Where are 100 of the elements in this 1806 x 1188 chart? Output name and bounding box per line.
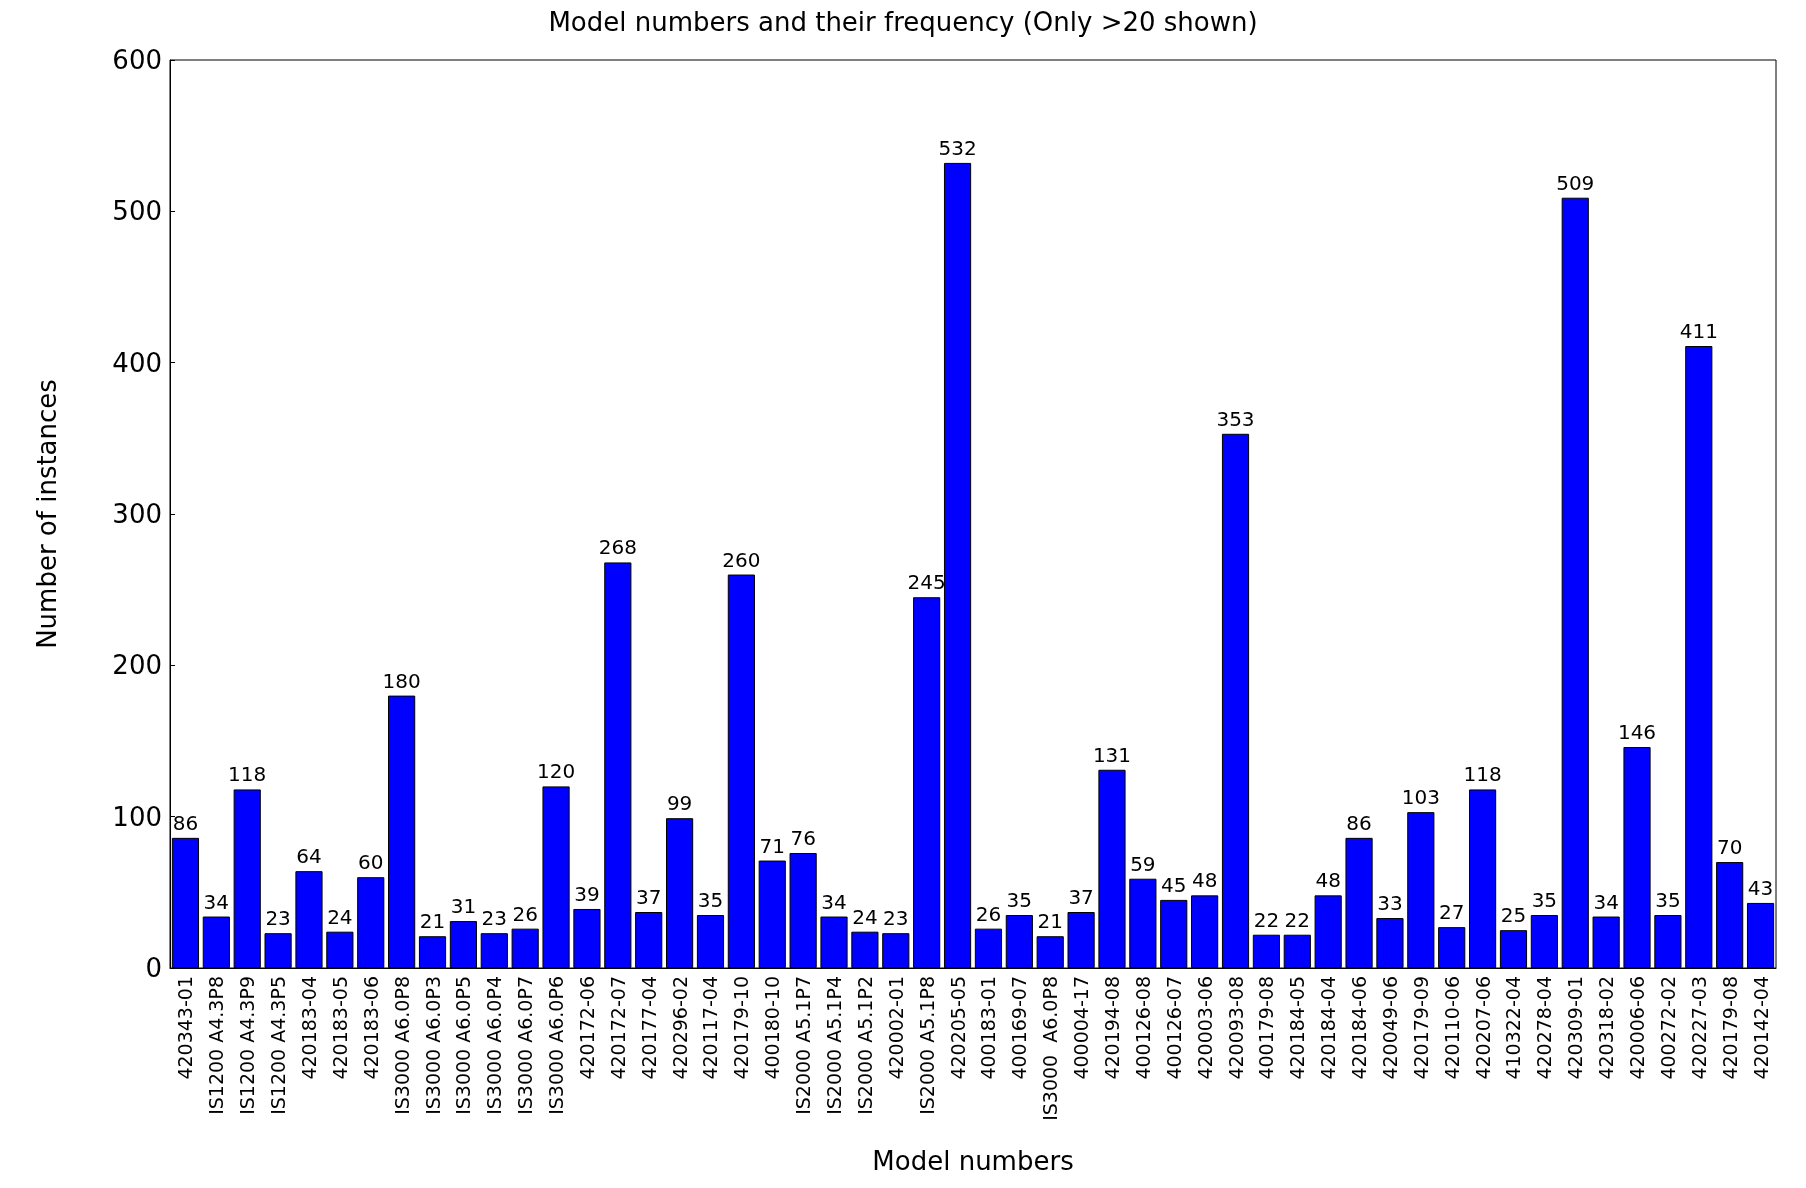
x-tick-label: 420184-04	[1317, 976, 1340, 1080]
data-label: 60	[358, 850, 384, 875]
x-tick-label: IS3000 A6.0P8	[1039, 976, 1062, 1121]
x-tick-label: 420179-10	[730, 976, 753, 1080]
x-tick-label: 420183-06	[359, 976, 382, 1080]
x-tick-label: 420006-06	[1626, 976, 1649, 1080]
x-tick-label: IS2000 A5.1P2	[853, 976, 876, 1115]
x-tick-label: 420183-04	[297, 976, 320, 1080]
x-tick-label: 420183-05	[328, 976, 351, 1080]
data-label: 43	[1747, 875, 1774, 900]
data-label: 23	[481, 906, 508, 931]
data-label: 532	[938, 135, 977, 160]
data-label: 35	[1655, 888, 1681, 913]
x-tick-label: IS2000 A5.1P4	[823, 976, 846, 1115]
data-label: 23	[265, 906, 291, 931]
data-label: 31	[450, 894, 477, 919]
x-tick-label: 400272-02	[1656, 976, 1679, 1080]
x-tick-label: 420049-06	[1378, 976, 1401, 1080]
x-tick-label: 420296-02	[668, 976, 691, 1080]
x-tick-label: IS2000 A5.1P7	[792, 976, 815, 1115]
data-label: 353	[1216, 406, 1255, 431]
x-tick-label: 420343-01	[174, 976, 197, 1080]
data-label: 131	[1092, 742, 1132, 767]
data-label: 37	[1068, 885, 1094, 910]
data-label: 245	[907, 570, 946, 595]
x-tick-label: 420309-01	[1564, 976, 1587, 1080]
data-label: 22	[1253, 907, 1280, 932]
data-label: 21	[419, 909, 446, 934]
x-tick-label: IS3000 A6.0P8	[390, 976, 413, 1115]
y-tick-label: 0	[145, 953, 162, 983]
data-label: 34	[1593, 889, 1619, 914]
x-tick-label: IS1200 A4.3P8	[205, 976, 228, 1115]
data-label: 45	[1161, 872, 1187, 897]
x-tick-label: IS3000 A6.0P6	[545, 976, 568, 1115]
data-label: 26	[512, 901, 538, 926]
x-tick-label: 420227-03	[1687, 976, 1710, 1080]
data-label: 70	[1716, 835, 1743, 860]
x-tick-label: 420179-09	[1409, 976, 1432, 1080]
x-tick-label: IS3000 A6.0P3	[421, 976, 444, 1115]
data-label: 21	[1037, 909, 1063, 934]
x-tick-label: IS3000 A6.0P7	[514, 976, 537, 1115]
data-label: 35	[1531, 888, 1558, 913]
data-label: 39	[574, 881, 600, 906]
x-tick-label: 420184-06	[1348, 976, 1371, 1080]
x-tick-label: IS1200 A4.3P5	[267, 976, 290, 1115]
data-label: 59	[1130, 851, 1156, 876]
x-tick-label: 420093-08	[1224, 976, 1247, 1080]
data-label: 146	[1617, 720, 1657, 745]
data-label: 86	[172, 810, 199, 835]
x-tick-label: 420179-08	[1718, 976, 1741, 1080]
x-tick-label: 420002-01	[884, 976, 907, 1080]
x-tick-label: IS1200 A4.3P9	[236, 976, 259, 1115]
data-label: 24	[327, 904, 353, 929]
x-tick-label: 420205-05	[946, 976, 969, 1080]
data-label: 34	[203, 889, 230, 914]
x-tick-label: 420194-08	[1100, 976, 1123, 1080]
data-label: 120	[536, 759, 576, 784]
x-tick-label: IS3000 A6.0P5	[452, 976, 475, 1115]
data-label: 268	[598, 535, 637, 560]
data-label: 260	[722, 547, 761, 572]
data-label: 27	[1438, 900, 1465, 925]
x-tick-label: 420207-06	[1471, 976, 1494, 1080]
data-label: 26	[975, 901, 1002, 926]
y-axis-title: Number of instances	[32, 379, 62, 649]
data-label: 71	[759, 833, 785, 858]
y-tick-label: 500	[112, 196, 162, 227]
x-tick-label: 420278-04	[1533, 976, 1556, 1080]
x-tick-label: 400004-17	[1070, 976, 1093, 1080]
data-label: 411	[1679, 319, 1718, 344]
x-tick-label: 420003-06	[1193, 976, 1216, 1080]
chart-title: Model numbers and their frequency (Only >20 shown)	[548, 7, 1258, 37]
data-label: 118	[228, 762, 267, 787]
x-tick-label: 420184-05	[1286, 976, 1309, 1080]
y-tick-label: 100	[112, 801, 162, 832]
y-tick-label: 300	[112, 499, 162, 529]
y-tick-label: 200	[112, 650, 162, 681]
x-tick-label: 420142-04	[1749, 976, 1772, 1080]
y-tick-label: 600	[112, 45, 162, 75]
data-label: 180	[382, 668, 421, 693]
x-tick-label: 420318-02	[1595, 976, 1618, 1080]
data-label: 99	[666, 791, 693, 816]
x-axis-title: Model numbers	[872, 1146, 1074, 1176]
x-tick-label: IS2000 A5.1P8	[915, 976, 938, 1115]
x-tick-label: 420177-04	[637, 976, 660, 1080]
data-label: 24	[852, 904, 878, 929]
data-label: 37	[635, 885, 662, 910]
data-label: 48	[1315, 868, 1341, 893]
data-label: 48	[1191, 868, 1218, 893]
data-label: 76	[790, 825, 816, 850]
x-tick-label: 420117-04	[699, 976, 722, 1080]
x-tick-label: IS3000 A6.0P4	[483, 976, 506, 1115]
x-tick-label: 400126-08	[1131, 976, 1154, 1080]
data-label: 23	[883, 906, 909, 931]
x-tick-label: 400183-01	[977, 976, 1000, 1080]
data-label: 33	[1377, 891, 1403, 916]
y-tick-label: 400	[112, 347, 162, 378]
data-label: 86	[1346, 810, 1372, 835]
data-label: 35	[697, 888, 724, 913]
x-tick-label: 400179-08	[1255, 976, 1278, 1080]
data-label: 118	[1463, 762, 1502, 787]
